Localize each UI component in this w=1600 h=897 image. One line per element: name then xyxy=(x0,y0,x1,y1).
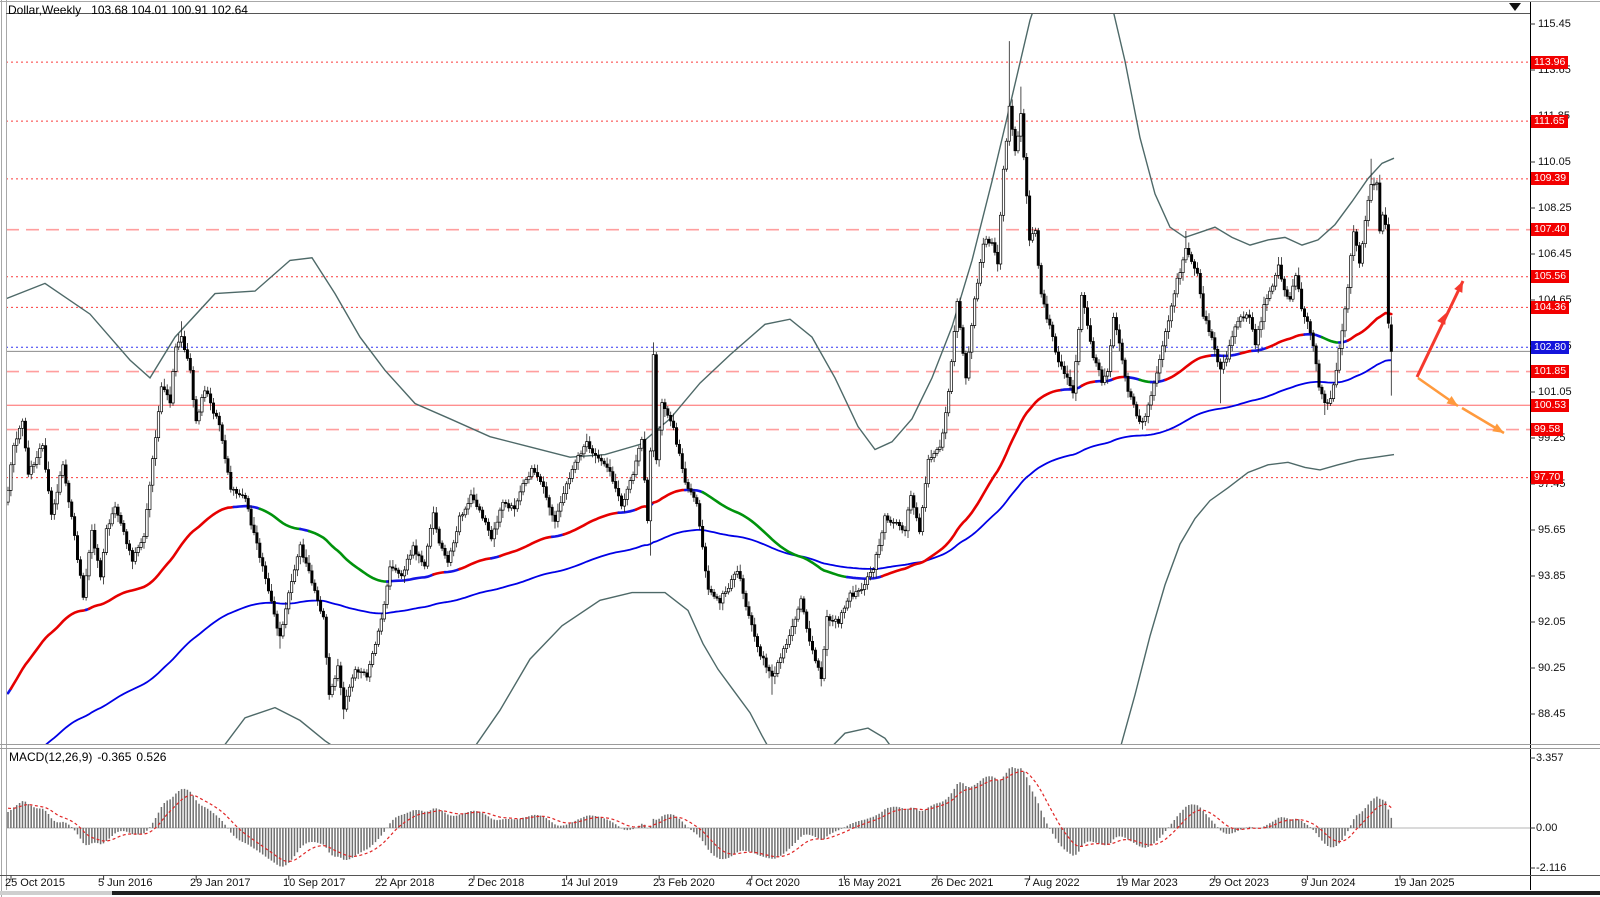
x-axis-date-label: 2 Dec 2018 xyxy=(468,877,525,889)
x-axis-date-label: 22 Apr 2018 xyxy=(375,877,435,889)
x-axis-date-label: 7 Aug 2022 xyxy=(1024,877,1080,889)
x-axis-date-label: 19 Mar 2023 xyxy=(1116,877,1178,889)
ma-fast-flat xyxy=(443,567,461,574)
bollinger-lower-band xyxy=(223,453,1395,745)
ma-fast-flat xyxy=(845,574,884,581)
y-axis-tick-label: 108.25 xyxy=(1538,202,1572,214)
y-axis-tick-label: 115.45 xyxy=(1538,18,1571,30)
y-axis-tick-label: 93.85 xyxy=(1538,570,1566,582)
bollinger-upper-band xyxy=(6,13,1395,458)
ma-fast-flat xyxy=(298,527,311,533)
ma-fast-down xyxy=(701,490,849,579)
macd-scale-label: 0.00 xyxy=(1536,822,1558,834)
x-axis-date-label: 10 Sep 2017 xyxy=(283,877,346,889)
x-axis-date-label: 19 Jan 2025 xyxy=(1394,877,1455,889)
price-level-label-99.58: 99.58 xyxy=(1531,423,1564,436)
ma-fast-up xyxy=(880,388,1063,578)
annotation-arrows xyxy=(1415,280,1505,435)
price-level-label-111.65: 111.65 xyxy=(1531,115,1568,128)
ma-fast-up xyxy=(634,505,649,511)
ma-fast-down xyxy=(1138,378,1153,384)
ma-fast-flat xyxy=(489,554,502,560)
y-axis-tick-label: 106.45 xyxy=(1538,248,1572,260)
candle-wicks xyxy=(7,41,1392,720)
price-level-label-105.56: 105.56 xyxy=(1531,270,1570,283)
y-axis-tick-label: 92.05 xyxy=(1538,616,1566,628)
price-level-label-113.96: 113.96 xyxy=(1531,56,1569,69)
price-level-label-109.39: 109.39 xyxy=(1531,172,1570,185)
h-scrollbar-track[interactable] xyxy=(0,891,112,895)
ma-fast-up xyxy=(562,511,620,536)
ma-fast-flat xyxy=(385,573,435,583)
macd-value: -0.365 xyxy=(97,750,132,764)
x-axis-date-label: 23 Feb 2020 xyxy=(653,877,715,889)
x-axis-date-label: 29 Oct 2023 xyxy=(1209,877,1269,889)
ma-fast-up xyxy=(9,608,88,691)
ma-fast-up xyxy=(652,488,687,504)
main-plot[interactable] xyxy=(6,0,1530,786)
macd-plot[interactable] xyxy=(6,767,1530,867)
ma-fast-up xyxy=(498,535,554,558)
trend-arrow-2[interactable] xyxy=(1461,406,1505,435)
y-axis-tick-label: 90.25 xyxy=(1538,662,1566,674)
x-axis-date-label: 25 Oct 2015 xyxy=(5,877,65,889)
price-level-label-97.70: 97.70 xyxy=(1531,471,1564,484)
price-level-label-102.80: 102.80 xyxy=(1531,341,1570,354)
ma-fast-up xyxy=(432,570,447,576)
candles-down xyxy=(23,105,1393,710)
ma-fast-up xyxy=(1112,375,1127,381)
h-scrollbar-thumb[interactable] xyxy=(112,891,1600,895)
ma-fast-up xyxy=(87,505,235,611)
ma-fast-down xyxy=(1320,335,1341,344)
x-axis-date-label: 9 Jun 2024 xyxy=(1301,877,1356,889)
ma-fast-up xyxy=(1265,333,1306,350)
ma-fast-up xyxy=(1080,380,1098,388)
y-axis-tick-label: 110.05 xyxy=(1538,156,1571,168)
ma-fast-flat xyxy=(617,508,638,515)
ma-fast-down xyxy=(307,529,389,583)
macd-histogram xyxy=(7,767,1393,867)
trend-arrow-0[interactable] xyxy=(1415,280,1465,378)
y-axis-tick-label: 95.65 xyxy=(1538,524,1566,536)
price-level-label-100.53: 100.53 xyxy=(1531,399,1570,412)
price-levels xyxy=(6,61,1530,479)
y-axis-tick-label: 101.05 xyxy=(1538,386,1572,398)
macd-scale-label: 3.357 xyxy=(1536,752,1564,764)
x-axis-date-label: 4 Oct 2020 xyxy=(746,877,800,889)
ma-fast-down xyxy=(258,507,302,531)
price-level-label-107.40: 107.40 xyxy=(1531,223,1570,236)
x-axis-date-label: 14 Jul 2019 xyxy=(561,877,618,889)
symbol-timeframe: Dollar,Weekly xyxy=(8,3,82,17)
ma-fast-up xyxy=(1239,349,1254,355)
price-level-label-104.36: 104.36 xyxy=(1531,301,1570,314)
ma-fast-up xyxy=(458,556,493,571)
ma-fast-flat xyxy=(1251,346,1269,353)
x-axis-date-label: 29 Jan 2017 xyxy=(190,877,251,889)
chart-shift-marker[interactable] xyxy=(1509,3,1521,11)
macd-scale-label: -2.116 xyxy=(1536,862,1567,874)
macd-name: MACD(12,26,9) xyxy=(9,750,93,764)
trend-arrow-1[interactable] xyxy=(1417,376,1459,408)
candles-up xyxy=(6,105,1385,710)
ma-fast xyxy=(6,311,1393,695)
ma-fast-up xyxy=(1346,311,1393,342)
ma-fast-flat xyxy=(550,533,565,539)
ohlc-values: 103.68 104.01 100.91 102.64 xyxy=(91,3,248,17)
ma-slow xyxy=(44,359,1392,745)
chart-title: Dollar,Weekly 103.68 104.01 100.91 102.64 xyxy=(8,3,248,17)
macd-indicator-label: MACD(12,26,9) -0.365 0.526 xyxy=(9,750,166,764)
x-axis-date-label: 16 May 2021 xyxy=(838,877,902,889)
macd-signal-value: 0.526 xyxy=(136,750,167,764)
macd-signal-line xyxy=(7,770,1392,863)
x-axis-date-label: 26 Dec 2021 xyxy=(931,877,994,889)
price-level-label-101.85: 101.85 xyxy=(1531,365,1570,378)
y-axis-tick-label: 88.45 xyxy=(1538,708,1566,720)
ma-fast-up xyxy=(1164,354,1214,382)
x-axis-date-label: 5 Jun 2016 xyxy=(98,877,153,889)
